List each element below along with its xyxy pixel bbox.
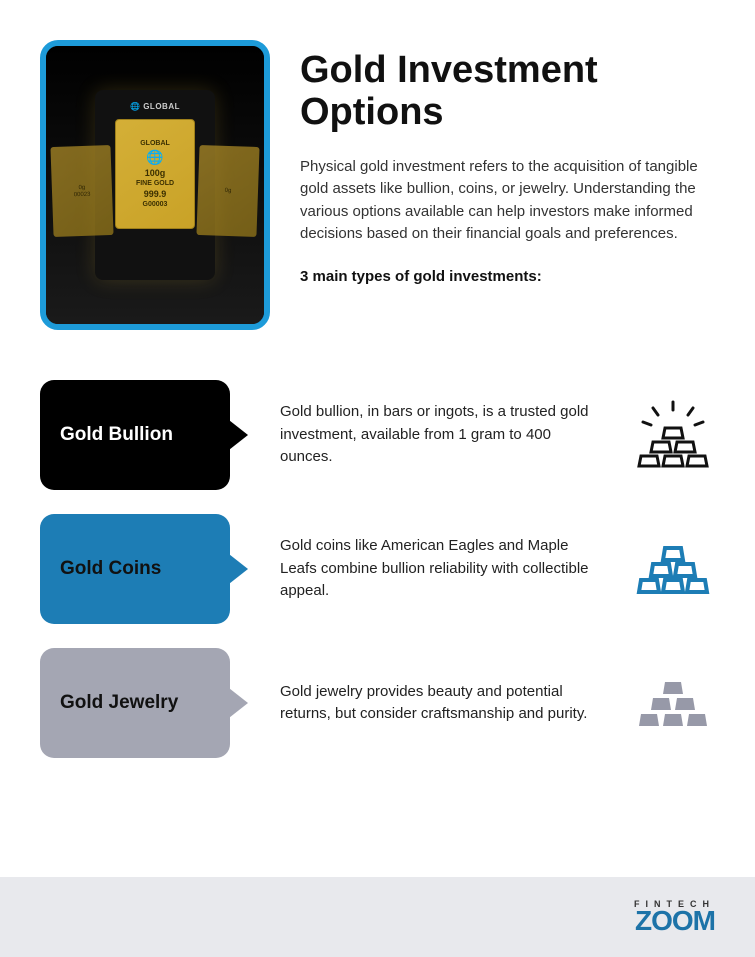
intro-paragraph: Physical gold investment refers to the a… <box>300 156 715 246</box>
item-desc: Gold jewelry provides beauty and potenti… <box>280 681 600 726</box>
logo-z-icon: Z <box>635 907 651 935</box>
plate-fineness: 999.9 <box>144 189 167 199</box>
hero-image-frame: 0g00023 0g 🌐 GLOBAL GLOBAL 🌐 100g FINE G… <box>40 40 270 330</box>
gold-plate: GLOBAL 🌐 100g FINE GOLD 999.9 G00003 <box>115 119 195 229</box>
gold-bar-side-right: 0g <box>196 145 259 237</box>
logo-wordmark: ZOOM <box>635 907 715 935</box>
gold-bars-outline-icon <box>630 529 715 609</box>
item-tag-arrow <box>220 681 248 725</box>
item-tag-body: Gold Coins <box>40 514 230 624</box>
plate-brand: GLOBAL <box>140 140 170 147</box>
footer: FINTECH ZOOM <box>0 877 755 957</box>
item-tag-body: Gold Jewelry <box>40 648 230 758</box>
item-tag-body: Gold Bullion <box>40 380 230 490</box>
gold-bar-side-left: 0g00023 <box>50 145 113 237</box>
item-tag: Gold Coins <box>40 514 250 624</box>
fintech-zoom-logo: FINTECH ZOOM <box>634 899 715 935</box>
item-tag: Gold Bullion <box>40 380 250 490</box>
item-gold-jewelry: Gold Jewelry Gold jewelry provides beaut… <box>40 648 715 758</box>
item-desc: Gold coins like American Eagles and Mapl… <box>280 535 600 603</box>
page-title: Gold Investment Options <box>300 50 715 134</box>
gold-bar-main: 🌐 GLOBAL GLOBAL 🌐 100g FINE GOLD 999.9 G… <box>95 90 215 280</box>
item-gold-bullion: Gold Bullion Gold bullion, in bars or in… <box>40 380 715 490</box>
items-list: Gold Bullion Gold bullion, in bars or in… <box>0 350 755 758</box>
item-gold-coins: Gold Coins Gold coins like American Eagl… <box>40 514 715 624</box>
item-tag: Gold Jewelry <box>40 648 250 758</box>
plate-weight: 100g <box>145 168 166 178</box>
plate-globe-icon: 🌐 <box>146 149 163 166</box>
item-label: Gold Coins <box>60 558 161 580</box>
header: 0g00023 0g 🌐 GLOBAL GLOBAL 🌐 100g FINE G… <box>0 0 755 350</box>
item-desc: Gold bullion, in bars or ingots, is a tr… <box>280 401 600 469</box>
item-label: Gold Bullion <box>60 424 173 446</box>
gold-bars-sparkle-icon <box>630 395 715 475</box>
hero-image: 0g00023 0g 🌐 GLOBAL GLOBAL 🌐 100g FINE G… <box>46 46 264 324</box>
item-label: Gold Jewelry <box>60 692 178 714</box>
item-tag-arrow <box>220 547 248 591</box>
gold-bars-solid-icon <box>630 663 715 743</box>
gold-brand-label: 🌐 GLOBAL <box>130 102 180 111</box>
plate-purity: FINE GOLD <box>136 180 174 187</box>
header-text: Gold Investment Options Physical gold in… <box>300 40 715 285</box>
item-tag-arrow <box>220 413 248 457</box>
plate-serial: G00003 <box>143 201 168 208</box>
section-subtitle: 3 main types of gold investments: <box>300 268 715 285</box>
